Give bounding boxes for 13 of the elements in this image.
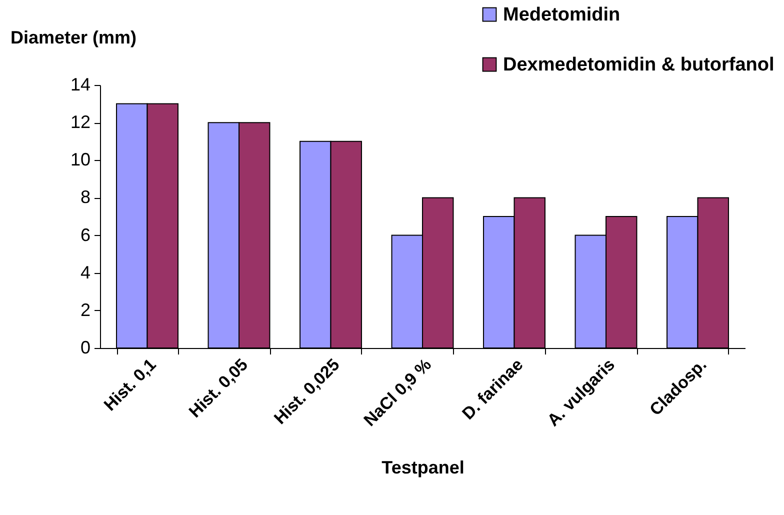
x-axis-title: Testpanel: [382, 457, 464, 478]
y-axis-title: Diameter (mm): [10, 28, 137, 48]
y-tick-label: 0: [80, 338, 90, 358]
y-tick-label: 8: [80, 187, 90, 208]
y-tick-label: 10: [70, 150, 90, 170]
y-tick-label: 2: [80, 300, 90, 320]
legend-label: Dexmedetomidin & butorfanol: [503, 54, 774, 76]
y-tick-label: 12: [70, 112, 90, 132]
y-tick-label: 14: [70, 74, 90, 94]
y-tick-label: 4: [80, 262, 90, 282]
y-tick-label: 6: [80, 224, 90, 245]
legend-label: Medetomidin: [503, 4, 620, 26]
x-tick-label: Hist. 0,1: [100, 355, 160, 415]
